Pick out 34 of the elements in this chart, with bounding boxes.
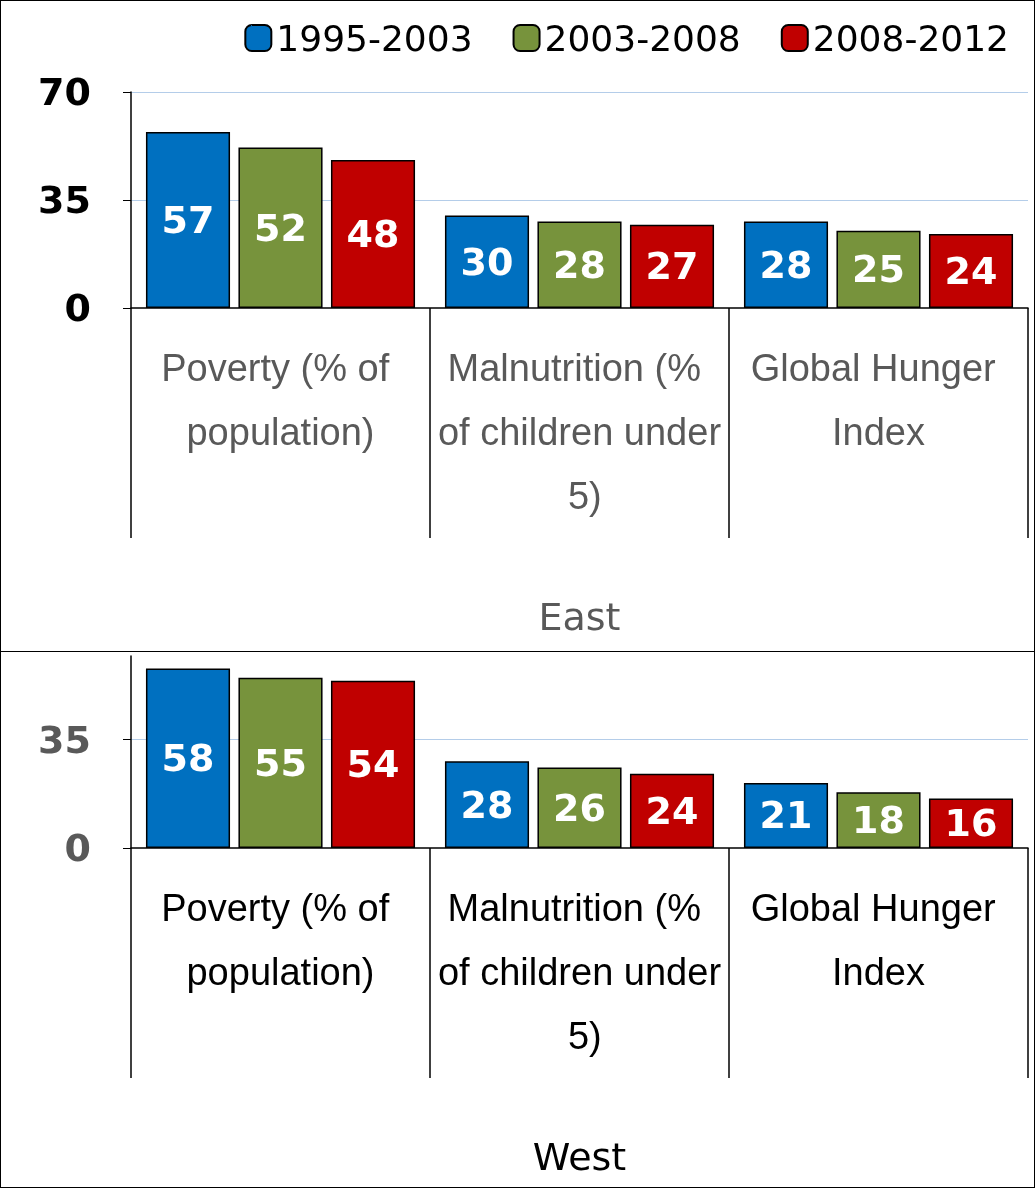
data-label: 16 <box>944 801 998 846</box>
data-label: 30 <box>460 239 514 284</box>
data-label: 48 <box>346 211 400 256</box>
data-label: 52 <box>254 205 307 250</box>
legend-label: 1995-2003 <box>276 17 473 59</box>
data-label: 24 <box>944 248 998 293</box>
data-label: 54 <box>346 742 400 787</box>
data-label: 27 <box>645 244 699 289</box>
x-tick-label: Poverty (% of population) <box>161 347 400 453</box>
data-label: 55 <box>254 740 307 785</box>
data-label: 28 <box>460 782 514 827</box>
x-tick-label: Malnutrition (% of children under 5) <box>437 347 722 517</box>
data-label: 26 <box>553 785 606 830</box>
x-tick-label: Poverty (% of population) <box>161 887 400 993</box>
y-tick-label: 35 <box>38 717 91 762</box>
x-tick-label: Malnutrition (% of children under 5) <box>437 887 722 1057</box>
y-tick-label: 0 <box>64 286 91 330</box>
data-label: 18 <box>852 798 905 843</box>
data-label: 28 <box>759 242 813 287</box>
data-label: 24 <box>645 788 699 833</box>
x-tick-label: Global Hunger Index <box>750 887 1007 993</box>
data-label: 25 <box>852 247 905 292</box>
data-label: 28 <box>553 242 606 287</box>
x-axis-title: East <box>538 595 621 639</box>
legend-label: 2003-2008 <box>544 17 741 59</box>
data-label: 21 <box>759 793 813 838</box>
x-tick-label: Global Hunger Index <box>750 347 1007 453</box>
y-tick-label: 70 <box>38 70 91 114</box>
x-axis-title: West <box>532 1135 627 1179</box>
data-label: 57 <box>161 198 215 243</box>
y-tick-label: 0 <box>64 826 91 870</box>
data-label: 58 <box>161 736 215 781</box>
y-tick-label: 35 <box>38 178 91 222</box>
legend-label: 2008-2012 <box>812 17 1010 59</box>
